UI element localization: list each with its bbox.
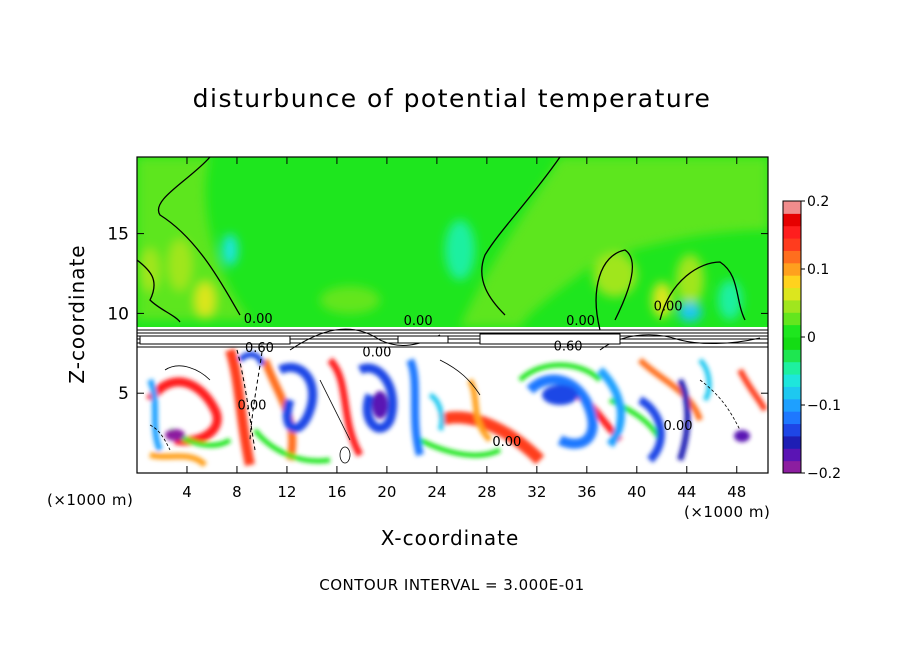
contour-label: 0.00: [664, 419, 693, 434]
y-tick-label: 5: [118, 384, 129, 404]
lower-anomalies: [146, 348, 768, 468]
x-axis-label: X-coordinate: [380, 526, 520, 550]
colorbar-tick-label: 0.1: [807, 262, 829, 278]
colorbar-swatch: [783, 262, 801, 276]
colorbar-swatch: [783, 299, 801, 313]
x-tick-label: 36: [577, 483, 596, 501]
contour-label: 0.00: [566, 314, 595, 329]
colorbar-swatch: [783, 287, 801, 301]
y-axis-label: Z-coordinate: [65, 244, 89, 384]
x-tick-label: 40: [627, 483, 646, 501]
colorbar-swatch: [783, 423, 801, 437]
contour-label: 0.60: [245, 341, 274, 356]
colorbar-tick-label: −0.2: [807, 466, 841, 482]
colorbar-tick-label: 0.2: [807, 194, 829, 210]
colorbar-swatch: [783, 225, 801, 239]
x-tick-label: 8: [232, 483, 242, 501]
colorbar-swatch: [783, 201, 801, 214]
colorbar-swatch: [783, 275, 801, 289]
chart-title: disturbunce of potential temperature: [192, 84, 712, 113]
colorbar-swatch: [783, 324, 801, 338]
colorbar-swatch: [783, 411, 801, 425]
heatmap-field: 0.00 0.00 0.00 0.00 0.60 0.00 0.60 0.00 0.00 0.00: [137, 157, 768, 473]
upper-anomalies: [137, 157, 768, 327]
colorbar-swatch: [783, 374, 801, 387]
x-tick-label: 12: [277, 483, 296, 501]
contour-label: 0.00: [244, 312, 273, 327]
contour-label: 0.00: [492, 435, 521, 450]
colorbar-swatch: [783, 460, 801, 474]
x-unit-left: (×1000 m): [47, 491, 134, 509]
colorbar-swatch: [783, 213, 801, 227]
contour-label: 0.60: [554, 339, 583, 354]
y-tick-label: 15: [107, 225, 129, 245]
colorbar-layer: 0.2 0.1 0 −0.1 −0.2: [782, 194, 841, 482]
x-tick-label: 32: [527, 483, 546, 501]
colorbar-swatch: [783, 398, 801, 412]
x-tick-label: 44: [677, 483, 696, 501]
contour-label-layer: 0.00 0.00 0.00 0.00 0.60 0.00 0.60 0.00 0.00 0.00: [237, 299, 692, 450]
colorbar-swatch: [783, 349, 801, 363]
x-unit-right: (×1000 m): [684, 503, 771, 521]
x-tick-label: 28: [477, 483, 496, 501]
colorbar-swatch: [783, 448, 801, 462]
plot-frame: [136, 156, 769, 474]
contour-interval-note: CONTOUR INTERVAL = 3.000E-01: [319, 576, 585, 594]
x-tick-label: 16: [327, 483, 346, 501]
interface-boxes: [139, 333, 621, 345]
colorbar-swatch: [783, 337, 801, 350]
colorbar-swatch: [783, 250, 801, 264]
contour-label: 0.00: [404, 314, 433, 329]
colorbar-swatch: [783, 361, 801, 375]
colorbar-swatch: [783, 312, 801, 326]
colorbar-tick-label: −0.1: [807, 398, 841, 414]
colorbar-swatch: [783, 238, 801, 251]
x-tick-label: 4: [182, 483, 192, 501]
x-tick-label: 48: [727, 483, 746, 501]
lower-contours: [149, 359, 741, 464]
contour-label: 0.00: [237, 398, 266, 413]
y-tick-label: 10: [107, 304, 129, 324]
colorbar-tick-label: 0: [807, 330, 816, 346]
contour-label: 0.00: [362, 346, 391, 361]
colorbar-swatch: [783, 386, 801, 400]
contour-label: 0.00: [654, 299, 683, 314]
x-tick-label: 20: [377, 483, 396, 501]
colorbar-swatch: [783, 435, 801, 449]
x-tick-label: 24: [427, 483, 446, 501]
upper-contours: [137, 157, 746, 331]
